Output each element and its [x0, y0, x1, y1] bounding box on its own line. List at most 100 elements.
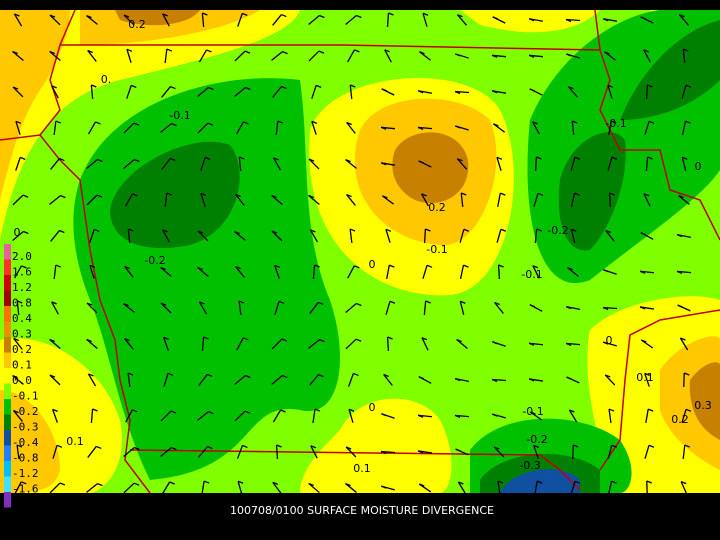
barb-shaft: [163, 373, 169, 387]
barb-flag: [574, 156, 581, 160]
contour-label: 0: [369, 401, 376, 414]
barb-flag: [569, 409, 575, 413]
barb-flag: [12, 50, 18, 55]
barb-flag: [59, 229, 65, 234]
barb-flag: [566, 53, 572, 57]
barb-shaft: [349, 228, 353, 244]
barb-flag: [169, 481, 175, 485]
barb-shaft: [90, 84, 94, 100]
barb-flag: [20, 156, 26, 160]
barb-flag: [640, 16, 646, 20]
barb-flag: [641, 339, 647, 343]
barb-flag: [162, 229, 168, 233]
barb-shaft: [346, 194, 356, 206]
barb-shaft: [163, 337, 169, 351]
barb-flag: [127, 372, 134, 376]
wind-barbs: [12, 12, 692, 496]
barb-flag: [235, 193, 241, 198]
caption: 100708/0100 SURFACE MOISTURE DIVERGENCE: [230, 504, 494, 517]
barb-flag: [494, 301, 500, 306]
colorbar-label: -2.0: [12, 498, 39, 511]
barb-flag: [491, 378, 498, 383]
contour-label: -0.2: [526, 433, 547, 446]
colorbar-label: 0.1: [12, 359, 32, 372]
barb-flag: [417, 414, 424, 418]
colorbar-swatch: [4, 445, 11, 461]
barb-flag: [380, 450, 387, 455]
barb-flag: [528, 18, 535, 22]
barb-flag: [455, 448, 461, 452]
barb-shaft: [272, 14, 282, 26]
barb-flag: [15, 120, 22, 124]
barb-shaft: [676, 270, 692, 274]
barb-flag: [244, 50, 251, 54]
contour-label: 0.2: [428, 201, 446, 214]
barb-shaft: [12, 231, 24, 241]
barb-flag: [354, 49, 360, 53]
barb-shaft: [198, 49, 208, 63]
barb-shaft: [456, 14, 468, 26]
barb-shaft: [681, 121, 687, 135]
barb-shaft: [682, 48, 686, 64]
barb-flag: [60, 195, 66, 199]
barb-shaft: [238, 300, 242, 316]
field-brown: [392, 132, 469, 204]
barb-flag: [87, 49, 93, 54]
colorbar-swatch: [4, 461, 11, 477]
barb-flag: [202, 12, 208, 16]
barb-flag: [197, 266, 203, 271]
barb-flag: [237, 480, 244, 484]
barb-shaft: [534, 480, 538, 496]
barb-shaft: [349, 84, 353, 100]
barb-flag: [572, 120, 578, 124]
colorbar-swatch: [4, 368, 11, 384]
contour-label: -0.1: [169, 109, 190, 122]
barb-flag: [281, 85, 287, 90]
barb-flag: [457, 158, 463, 162]
barb-flag: [381, 413, 387, 417]
barb-flag: [643, 49, 649, 53]
barb-shaft: [123, 14, 135, 26]
barb-shaft: [456, 339, 468, 349]
contour-label: 0.2: [671, 413, 689, 426]
barb-shaft: [123, 159, 135, 169]
barb-shaft: [607, 157, 613, 171]
barb-flag: [536, 480, 543, 484]
barb-shaft: [49, 195, 61, 205]
barb-shaft: [345, 483, 357, 493]
barb-shaft: [49, 14, 61, 26]
colorbar-label: -0.1: [12, 390, 39, 403]
barb-shaft: [645, 408, 649, 424]
barb-flag: [163, 336, 169, 341]
barb-shaft: [308, 195, 320, 205]
barb-shaft: [271, 338, 283, 350]
barb-shaft: [236, 445, 244, 459]
barb-flag: [276, 444, 282, 448]
barb-shaft: [347, 265, 355, 279]
barb-shaft: [678, 14, 690, 26]
barb-flag: [310, 445, 317, 449]
barb-flag: [49, 50, 55, 55]
barb-shaft: [496, 157, 502, 171]
barb-flag: [86, 302, 93, 306]
barb-flag: [460, 300, 466, 304]
barb-flag: [685, 84, 692, 88]
barb-shaft: [274, 301, 280, 315]
colorbar-swatch: [4, 259, 11, 275]
barb-flag: [308, 482, 314, 487]
barb-flag: [421, 337, 428, 341]
barb-shaft: [459, 301, 465, 315]
contour-label: 0.2: [128, 18, 146, 31]
barb-shaft: [271, 51, 283, 61]
barb-flag: [353, 372, 359, 377]
barb-flag: [684, 444, 691, 448]
barb-flag: [648, 120, 655, 124]
barb-flag: [345, 159, 351, 163]
barb-flag: [239, 156, 245, 160]
barb-flag: [419, 51, 425, 55]
barb-flag: [356, 14, 362, 19]
barb-flag: [97, 158, 103, 163]
barb-flag: [132, 409, 138, 413]
colorbar-label: -0.4: [12, 436, 39, 449]
barb-flag: [133, 482, 140, 486]
